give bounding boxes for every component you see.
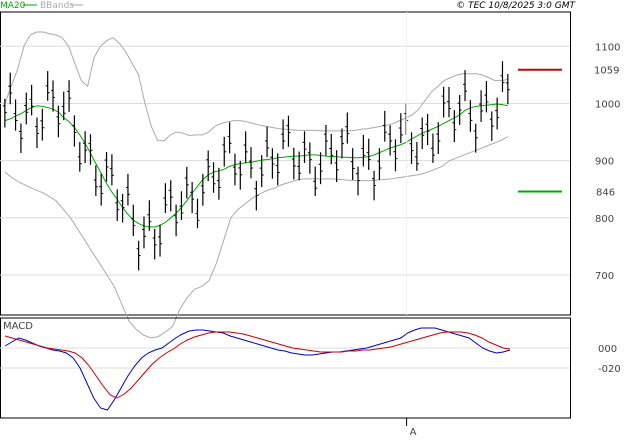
chart-legend: MA20 BBands <box>0 1 83 11</box>
price-tick-label: 1000 <box>595 99 620 110</box>
price-tick-label: 900 <box>595 157 614 168</box>
legend-bbands-label: BBands <box>40 1 74 11</box>
macd-tick-label: 000 <box>598 344 617 355</box>
macd-title: MACD <box>3 321 33 332</box>
macd-tick-label: -020 <box>598 364 621 375</box>
x-axis: AMJJA <box>406 12 417 438</box>
price-panel-frame <box>0 11 571 316</box>
price-panel: 700 800 900 1000 1100 1059 846 <box>0 11 620 339</box>
price-tick-label: 700 <box>595 271 614 282</box>
price-tick-label: 1100 <box>595 42 620 53</box>
price-tick-label: 800 <box>595 214 614 225</box>
macd-panel: MACD 000 -020 <box>0 317 621 419</box>
signal-line <box>4 331 511 399</box>
support-label: 846 <box>596 188 615 199</box>
legend-ma-label: MA20 <box>0 1 26 11</box>
copyright-text: © TEC 10/8/2025 3:0 GMT <box>456 1 576 11</box>
upper-band-line <box>4 31 508 142</box>
ma20-line <box>4 103 508 228</box>
resistance-label: 1059 <box>594 66 619 77</box>
macd-line <box>4 327 511 411</box>
x-tick-label: A <box>410 427 417 438</box>
